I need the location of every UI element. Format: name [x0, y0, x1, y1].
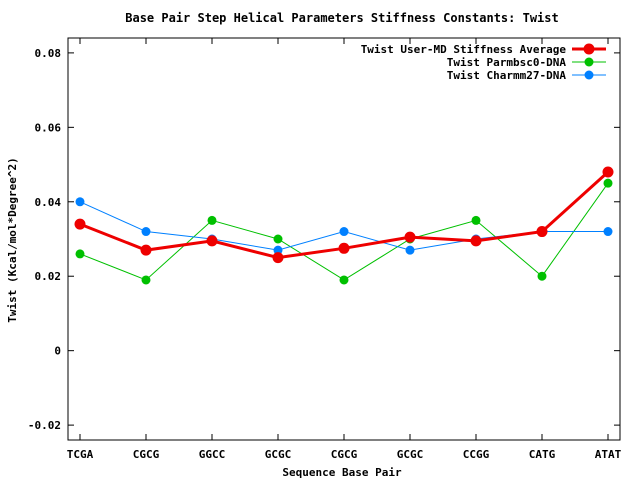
x-tick-label: ATAT [595, 448, 622, 461]
data-point [273, 234, 283, 244]
series-layer [74, 166, 614, 285]
data-point [404, 231, 416, 243]
data-point [141, 275, 151, 285]
data-point [207, 215, 217, 225]
data-point [603, 178, 613, 188]
y-tick-label: 0.02 [35, 270, 62, 283]
data-point [75, 249, 85, 259]
data-point [338, 242, 350, 254]
data-point [470, 235, 482, 247]
y-axis-label: Twist (Kcal/mol*Degree^2) [6, 157, 19, 323]
x-tick-label: GGCC [199, 448, 226, 461]
x-tick-label: GCGC [265, 448, 292, 461]
data-point [75, 197, 85, 207]
data-point [602, 166, 614, 178]
data-point [405, 245, 415, 255]
plot-frame [67, 37, 621, 441]
x-tick-label: GCGC [397, 448, 424, 461]
y-tick-label: 0.08 [35, 47, 62, 60]
x-tick-label: CATG [529, 448, 556, 461]
y-tick-label: 0.06 [35, 121, 62, 134]
data-point [74, 218, 86, 230]
x-axis-label: Sequence Base Pair [282, 466, 402, 479]
x-tick-label: CGCG [133, 448, 160, 461]
x-tick-label: CGCG [331, 448, 358, 461]
data-point [471, 215, 481, 225]
data-point [537, 271, 547, 281]
x-tick-label: TCGA [67, 448, 94, 461]
x-axis: TCGA CGCG GGCC GCGC CGCG GCGC CCGG CATG ATAT [67, 38, 622, 461]
data-point [141, 227, 151, 237]
legend-swatch-point [584, 70, 594, 80]
y-axis: -0.02 0 0.02 0.04 0.06 0.08 [28, 47, 620, 432]
legend-swatch-point [584, 57, 594, 67]
data-point [140, 244, 152, 256]
legend-swatch-point [583, 43, 595, 55]
legend-label: Twist Charmm27-DNA [447, 69, 567, 82]
y-tick-label: -0.02 [28, 419, 61, 432]
data-point [339, 275, 349, 285]
data-point [536, 226, 548, 238]
legend-label: Twist User-MD Stiffness Average [361, 43, 567, 56]
data-point [273, 245, 283, 255]
chart-title: Base Pair Step Helical Parameters Stiffn… [125, 11, 558, 25]
series-1 [74, 166, 614, 264]
y-tick-label: 0 [54, 345, 61, 358]
data-point [339, 227, 349, 237]
data-point [206, 235, 218, 247]
data-point [603, 227, 613, 237]
data-point [272, 252, 284, 264]
legend-label: Twist Parmbsc0-DNA [447, 56, 567, 69]
y-tick-label: 0.04 [35, 196, 62, 209]
x-tick-label: CCGG [463, 448, 490, 461]
